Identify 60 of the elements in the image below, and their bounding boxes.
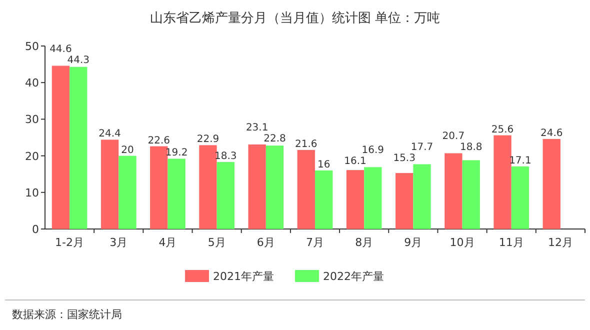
bar (248, 144, 266, 229)
data-label: 25.6 (491, 124, 514, 136)
bar (511, 166, 530, 229)
data-label: 16.9 (362, 145, 384, 156)
y-tick-label: 30 (25, 113, 39, 126)
x-tick-label: 4月 (158, 236, 177, 249)
x-tick-label: 10月 (450, 236, 475, 249)
y-tick-label: 50 (25, 40, 39, 53)
data-label: 44.6 (50, 44, 72, 55)
source-note: 数据来源：国家统计局 (12, 308, 122, 321)
x-tick-label: 11月 (498, 236, 524, 249)
bar (542, 138, 560, 229)
x-tick-label: 7月 (306, 236, 324, 249)
bar (266, 146, 284, 229)
legend-label: 2022年产量 (323, 270, 384, 283)
data-label: 44.3 (67, 54, 90, 66)
data-label: 20.7 (442, 131, 465, 142)
y-tick-label: 0 (32, 223, 39, 236)
bar (297, 150, 315, 229)
data-label: 24.4 (98, 128, 121, 140)
data-label: 20 (121, 144, 134, 156)
bar (52, 66, 70, 229)
data-label: 17.7 (410, 142, 434, 154)
data-label: 16 (317, 159, 330, 170)
x-tick-label: 9月 (404, 236, 422, 249)
y-tick-label: 20 (25, 150, 39, 163)
bar (168, 158, 186, 229)
bar (70, 66, 88, 229)
x-tick-label: 5月 (208, 236, 226, 249)
x-tick-label: 6月 (256, 236, 275, 249)
bar (396, 173, 414, 229)
bar (315, 170, 333, 229)
bar (100, 140, 119, 229)
data-label: 24.6 (540, 128, 563, 139)
data-label: 15.3 (393, 153, 416, 164)
bar (494, 135, 512, 229)
bar (118, 156, 136, 229)
data-label: 22.8 (264, 133, 286, 144)
chart-title: 山东省乙烯产量分月（当月值）统计图 单位：万吨 (150, 11, 440, 26)
data-label: 22.6 (148, 135, 170, 146)
data-label: 18.8 (460, 142, 482, 154)
bar (216, 162, 234, 229)
y-tick-label: 40 (25, 76, 39, 90)
legend-label: 2021年产量 (213, 270, 274, 283)
data-label: 22.9 (196, 134, 220, 146)
bar (413, 164, 431, 229)
y-tick-label: 10 (25, 186, 39, 200)
data-label: 21.6 (295, 138, 318, 150)
bar (199, 145, 217, 229)
bar (364, 167, 382, 229)
bar (346, 170, 364, 229)
bar (444, 153, 462, 229)
x-tick-label: 8月 (355, 236, 374, 249)
data-label: 23.1 (246, 122, 268, 134)
x-tick-label: 3月 (110, 236, 128, 249)
bar (462, 160, 480, 229)
bar (150, 146, 168, 229)
data-label: 16.1 (344, 156, 366, 168)
x-tick-label: 12月 (548, 236, 573, 249)
x-tick-label: 1-2月 (55, 236, 84, 249)
